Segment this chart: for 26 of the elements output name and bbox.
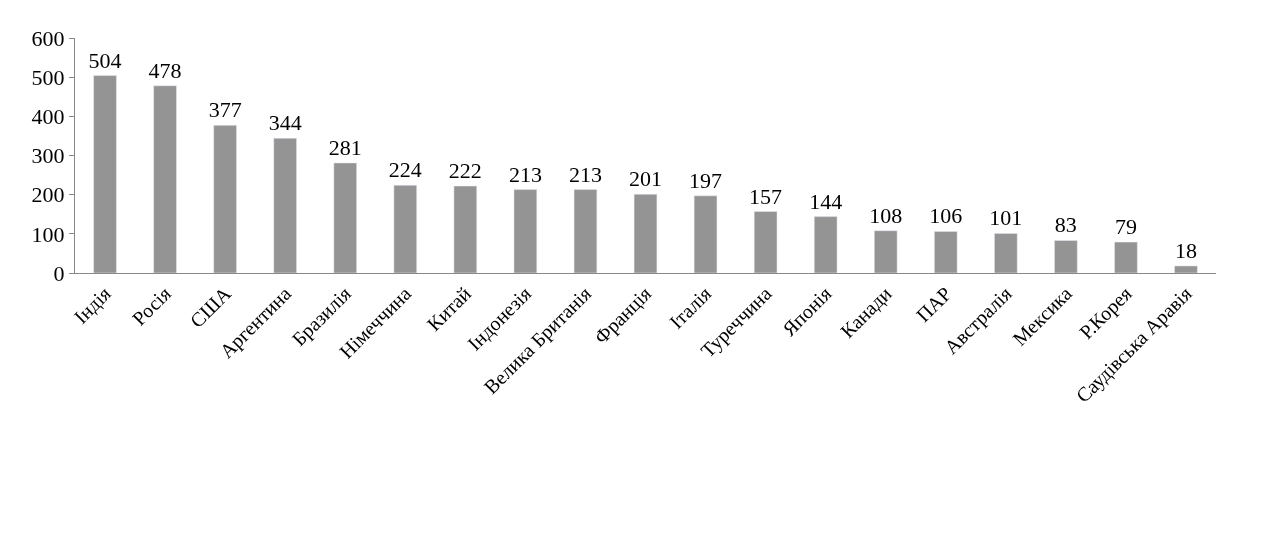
data-label: 281 xyxy=(328,134,362,160)
data-label: 377 xyxy=(208,97,242,123)
data-label: 18 xyxy=(1174,237,1197,263)
data-label: 344 xyxy=(268,110,302,136)
data-label: 213 xyxy=(508,161,542,187)
data-label: 213 xyxy=(568,161,602,187)
data-label: 222 xyxy=(448,158,482,184)
data-label: 201 xyxy=(629,166,662,192)
data-label: 106 xyxy=(929,203,963,229)
y-tick-label: 500 xyxy=(31,64,65,90)
y-tick-label: 200 xyxy=(31,182,65,208)
data-label: 504 xyxy=(88,47,122,73)
y-tick-label: 300 xyxy=(31,143,65,169)
data-label: 83 xyxy=(1054,212,1077,238)
data-label: 144 xyxy=(809,188,843,214)
data-label: 108 xyxy=(869,202,903,228)
data-label: 101 xyxy=(989,205,1023,231)
data-label: 79 xyxy=(1114,214,1137,240)
data-label: 197 xyxy=(689,167,723,193)
y-tick-label: 0 xyxy=(53,260,65,286)
data-label: 478 xyxy=(148,57,182,83)
data-label: 157 xyxy=(749,183,783,209)
data-label: 224 xyxy=(388,157,422,183)
y-tick-label: 600 xyxy=(31,25,65,51)
y-tick-label: 100 xyxy=(31,221,65,247)
y-tick-label: 400 xyxy=(31,104,65,130)
